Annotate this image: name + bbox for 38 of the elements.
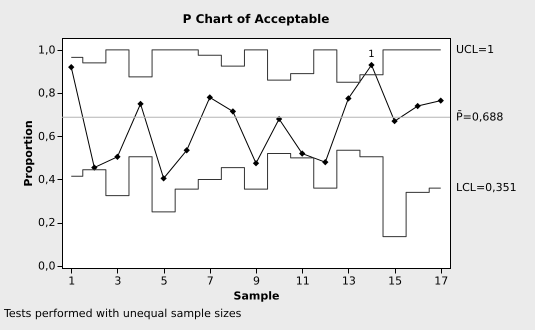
x-axis-title: Sample xyxy=(234,290,280,302)
point xyxy=(184,147,190,154)
x-tick-label: 1 xyxy=(68,274,76,288)
y-tick-label: 0,4 xyxy=(38,172,56,186)
point xyxy=(230,108,236,115)
point xyxy=(345,95,352,102)
point xyxy=(114,154,121,160)
point xyxy=(160,175,167,182)
ref-line-label: P̄=0,688 xyxy=(456,109,504,124)
point xyxy=(299,150,306,157)
y-tick-label: 0,2 xyxy=(38,216,56,230)
point xyxy=(137,100,144,108)
y-tick-label: 0,8 xyxy=(38,86,56,100)
x-tick-label: 13 xyxy=(342,274,356,288)
series-label: LCL=0,351 xyxy=(456,181,517,194)
y-tick-label: 0,0 xyxy=(38,259,56,272)
x-tick-label: 17 xyxy=(434,274,448,288)
annotation: 1 xyxy=(368,48,375,60)
x-tick-label: 9 xyxy=(253,274,260,288)
series-label: UCL=1 xyxy=(456,42,494,56)
point xyxy=(368,62,375,68)
point xyxy=(414,102,421,110)
x-tick-label: 3 xyxy=(114,274,122,288)
y-tick-label: 0,6 xyxy=(38,130,56,143)
chart-title: P Chart of Acceptable xyxy=(182,12,330,26)
x-tick-label: 11 xyxy=(296,274,310,288)
point xyxy=(252,160,260,166)
point xyxy=(391,118,398,124)
x-tick-label: 7 xyxy=(206,274,214,288)
point xyxy=(206,94,213,101)
point xyxy=(438,97,444,104)
y-axis-title: Proportion xyxy=(22,120,36,187)
text: Tests performed with unequal sample sizes xyxy=(3,307,242,320)
point xyxy=(68,64,74,70)
y-tick-label: 1,0 xyxy=(38,43,56,56)
x-tick-label: 15 xyxy=(388,274,402,288)
x-tick-label: 5 xyxy=(160,274,168,288)
point xyxy=(322,159,328,166)
